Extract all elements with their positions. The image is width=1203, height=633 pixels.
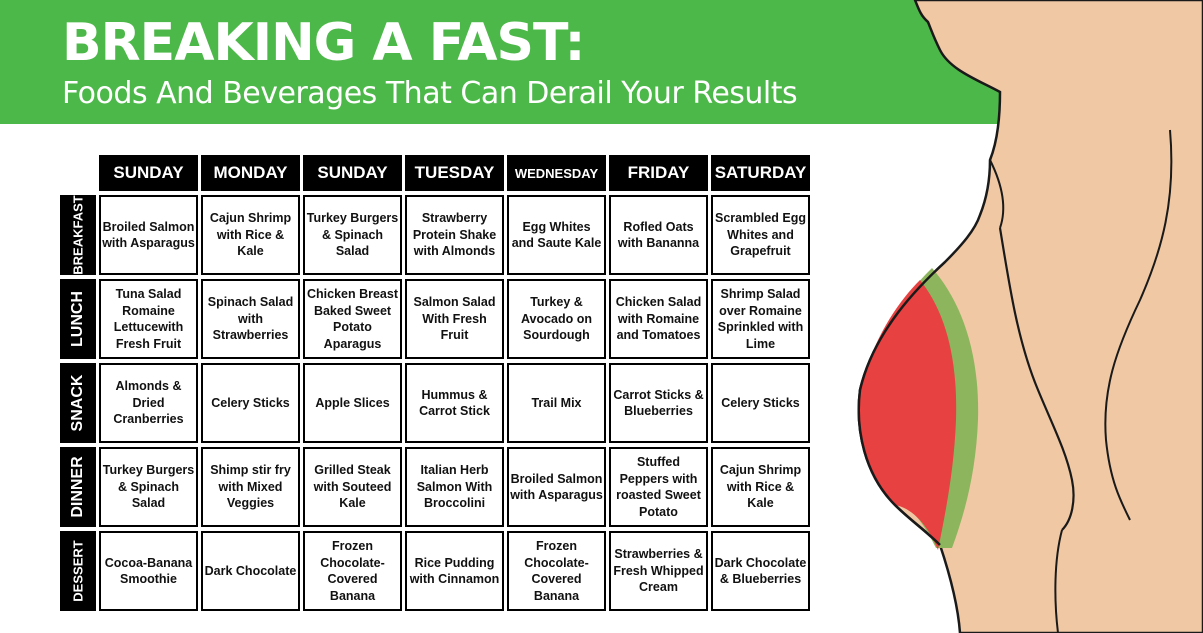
meal-label-breakfast: BREAKFAST	[60, 195, 96, 275]
meal-text: Dark Chocolate & Blueberries	[714, 555, 807, 587]
meal-cell: Broiled Salmon with Asparagus	[99, 195, 198, 275]
meal-text: Chicken Salad with Romaine and Tomatoes	[615, 295, 702, 343]
meal-text: Broiled Salmon with Asparagus	[102, 219, 195, 251]
meal-text: Rofled Oats with Bananna	[617, 219, 700, 251]
meal-text: Trail Mix	[531, 395, 582, 410]
day-header-saturday: SATURDAY	[711, 155, 810, 191]
day-header-sunday: SUNDAY	[99, 155, 198, 191]
meal-cell: Chicken Breast Baked Sweet Potato Aparag…	[303, 279, 402, 359]
meal-cell: Cajun Shrimp with Rice & Kale	[711, 447, 810, 527]
meal-label-text: DINNER	[69, 456, 86, 518]
meal-text: Shimp stir fry with Mixed Veggies	[210, 463, 291, 511]
buttock-outline	[1104, 129, 1173, 521]
meal-text: Hummus & Carrot Stick	[419, 387, 490, 419]
meal-text: Scrambled Egg Whites and Grapefruit	[715, 211, 806, 259]
meal-label-snack: SNACK	[60, 363, 96, 443]
meal-cell: Tuna Salad Romaine Lettucewith Fresh Fru…	[99, 279, 198, 359]
day-header-friday: FRIDAY	[609, 155, 708, 191]
meal-cell: Turkey Burgers & Spinach Salad	[99, 447, 198, 527]
leg-outline	[1054, 529, 1063, 633]
meal-cell: Dark Chocolate	[201, 531, 300, 611]
meal-text: Grilled Steak with Souteed Kale	[313, 463, 392, 511]
meal-cell: Shimp stir fry with Mixed Veggies	[201, 447, 300, 527]
meal-label-lunch: LUNCH	[60, 279, 96, 359]
page-subtitle: Foods And Beverages That Can Derail Your…	[62, 76, 798, 111]
meal-text: Turkey & Avocado on Sourdough	[520, 295, 593, 343]
meal-cell: Rofled Oats with Bananna	[609, 195, 708, 275]
meal-text: Rice Pudding with Cinnamon	[409, 555, 500, 587]
meal-cell: Trail Mix	[507, 363, 606, 443]
meal-text: Stuffed Peppers with roasted Sweet Potat…	[616, 455, 701, 519]
meal-cell: Rice Pudding with Cinnamon	[405, 531, 504, 611]
meal-text: Cajun Shrimp with Rice & Kale	[209, 211, 292, 259]
arm-outline	[998, 227, 1075, 531]
meal-cell: Turkey Burgers & Spinach Salad	[303, 195, 402, 275]
meal-cell: Frozen Chocolate-Covered Banana	[507, 531, 606, 611]
meal-cell: Salmon Salad With Fresh Fruit	[405, 279, 504, 359]
meal-cell: Spinach Salad with Strawberries	[201, 279, 300, 359]
meal-text: Cajun Shrimp with Rice & Kale	[719, 463, 802, 511]
meal-label-text: LUNCH	[69, 291, 86, 347]
meal-cell: Celery Sticks	[711, 363, 810, 443]
meal-text: Turkey Burgers & Spinach Salad	[102, 463, 195, 511]
meal-text: Italian Herb Salmon With Broccolini	[416, 463, 493, 511]
meal-cell: Almonds & Dried Cranberries	[99, 363, 198, 443]
meal-cell: Celery Sticks	[201, 363, 300, 443]
day-header-tuesday: TUESDAY	[405, 155, 504, 191]
meal-text: Apple Slices	[315, 395, 390, 410]
meal-cell: Chicken Salad with Romaine and Tomatoes	[609, 279, 708, 359]
meal-label-dessert: DESSERT	[60, 531, 96, 611]
meal-text: Turkey Burgers & Spinach Salad	[306, 211, 399, 259]
meal-cell: Cocoa-Banana Smoothie	[99, 531, 198, 611]
meal-text: Spinach Salad with Strawberries	[207, 295, 294, 343]
meal-label-text: BREAKFAST	[70, 195, 86, 275]
meal-text: Celery Sticks	[211, 395, 290, 410]
meal-text: Chicken Breast Baked Sweet Potato Aparag…	[306, 287, 398, 351]
meal-text: Carrot Sticks & Blueberries	[613, 387, 704, 419]
meal-cell: Apple Slices	[303, 363, 402, 443]
meal-cell: Hummus & Carrot Stick	[405, 363, 504, 443]
day-header-monday: MONDAY	[201, 155, 300, 191]
meal-cell: Egg Whites and Saute Kale	[507, 195, 606, 275]
meal-label-text: SNACK	[69, 374, 86, 432]
meal-cell: Stuffed Peppers with roasted Sweet Potat…	[609, 447, 708, 527]
meal-cell: Strawberries & Fresh Whipped Cream	[609, 531, 708, 611]
woman-silhouette-illustration	[857, 0, 1203, 633]
meal-text: Frozen Chocolate-Covered Banana	[320, 539, 385, 603]
meal-cell: Grilled Steak with Souteed Kale	[303, 447, 402, 527]
belly-outline	[857, 261, 946, 546]
meal-text: Frozen Chocolate-Covered Banana	[524, 539, 589, 603]
meal-text: Dark Chocolate	[204, 563, 297, 578]
meal-cell: Cajun Shrimp with Rice & Kale	[201, 195, 300, 275]
meal-text: Strawberry Protein Shake with Almonds	[412, 211, 497, 259]
table-corner	[60, 155, 96, 191]
page-title: BREAKING A FAST:	[62, 13, 585, 73]
day-header-wednesday: WEDNESDAY	[507, 155, 606, 191]
meal-text: Almonds & Dried Cranberries	[113, 379, 184, 427]
meal-cell: Scrambled Egg Whites and Grapefruit	[711, 195, 810, 275]
meal-text: Tuna Salad Romaine Lettucewith Fresh Fru…	[113, 287, 184, 351]
meal-cell: Strawberry Protein Shake with Almonds	[405, 195, 504, 275]
chest-outline	[989, 159, 1005, 229]
meal-cell: Shrimp Salad over Romaine Sprinkled with…	[711, 279, 810, 359]
meal-text: Salmon Salad With Fresh Fruit	[413, 295, 496, 343]
meal-text: Cocoa-Banana Smoothie	[104, 555, 193, 587]
meal-text: Strawberries & Fresh Whipped Cream	[613, 547, 704, 595]
meal-plan-table: SUNDAY MONDAY SUNDAY TUESDAY WEDNESDAY F…	[60, 155, 810, 611]
meal-text: Celery Sticks	[721, 395, 800, 410]
meal-cell: Dark Chocolate & Blueberries	[711, 531, 810, 611]
meal-cell: Carrot Sticks & Blueberries	[609, 363, 708, 443]
meal-cell: Italian Herb Salmon With Broccolini	[405, 447, 504, 527]
day-header-sunday-2: SUNDAY	[303, 155, 402, 191]
meal-text: Broiled Salmon with Asparagus	[510, 471, 603, 503]
belly-shape	[858, 280, 957, 550]
meal-label-text: DESSERT	[70, 540, 86, 602]
meal-cell: Frozen Chocolate-Covered Banana	[303, 531, 402, 611]
meal-text: Egg Whites and Saute Kale	[511, 219, 602, 251]
meal-text: Shrimp Salad over Romaine Sprinkled with…	[717, 287, 804, 351]
meal-label-dinner: DINNER	[60, 447, 96, 527]
meal-cell: Broiled Salmon with Asparagus	[507, 447, 606, 527]
meal-cell: Turkey & Avocado on Sourdough	[507, 279, 606, 359]
